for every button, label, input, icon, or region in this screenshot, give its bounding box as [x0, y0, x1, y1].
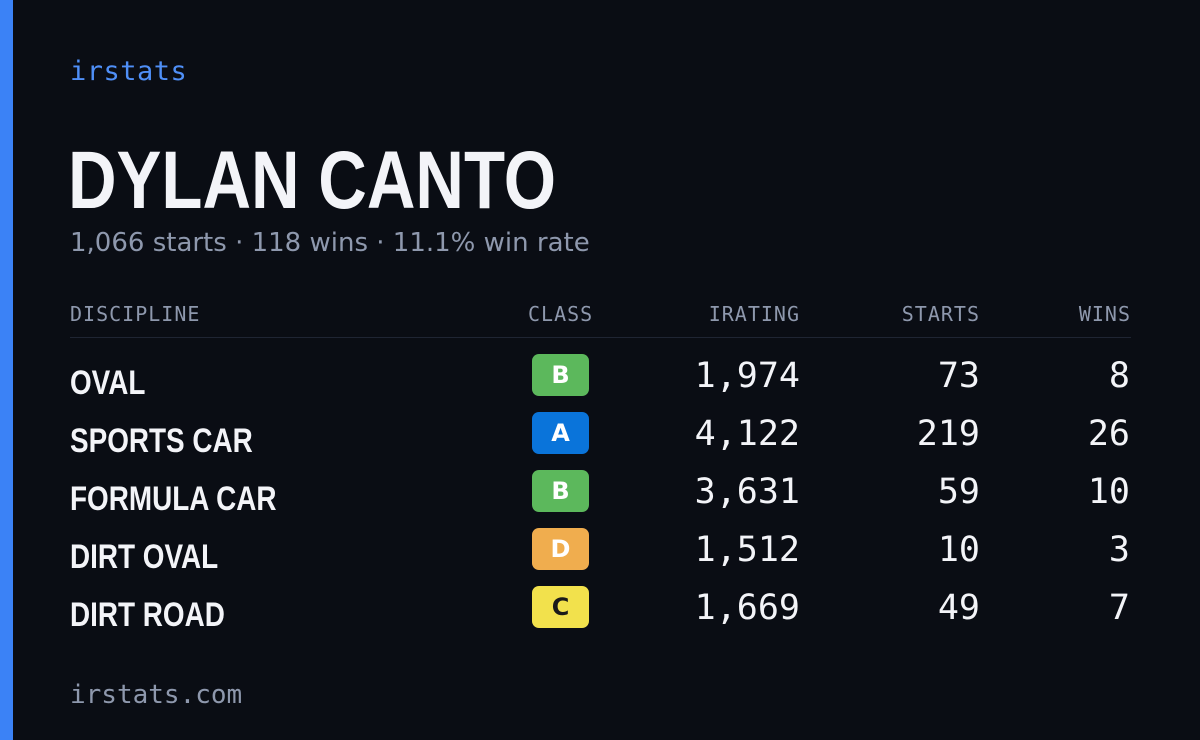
- wins-value: 3: [1108, 530, 1130, 570]
- player-summary: 1,066 starts · 118 wins · 11.1% win rate: [70, 228, 590, 258]
- table-row: OVAL B 1,974 73 8: [70, 352, 1131, 410]
- class-badge: C: [532, 586, 589, 628]
- starts-value: 73: [937, 356, 980, 396]
- table-row: SPORTS CAR A 4,122 219 26: [70, 410, 1131, 468]
- wins-value: 10: [1087, 472, 1130, 512]
- header-irating: IRATING: [708, 302, 800, 326]
- irating-value: 1,512: [694, 530, 800, 570]
- discipline-name: FORMULA CAR: [70, 480, 277, 518]
- discipline-name: OVAL: [70, 364, 146, 402]
- table-row: FORMULA CAR B 3,631 59 10: [70, 468, 1131, 526]
- starts-value: 10: [937, 530, 980, 570]
- table-header: DISCIPLINE CLASS IRATING STARTS WINS: [70, 300, 1131, 338]
- starts-value: 59: [937, 472, 980, 512]
- discipline-name: DIRT ROAD: [70, 596, 225, 634]
- wins-value: 26: [1087, 414, 1130, 454]
- class-badge: D: [532, 528, 589, 570]
- irating-value: 3,631: [694, 472, 800, 512]
- starts-value: 49: [937, 588, 980, 628]
- stats-table-body: OVAL B 1,974 73 8 SPORTS CAR A 4,122 219…: [70, 352, 1131, 642]
- header-wins: WINS: [1078, 302, 1131, 326]
- footer-url: irstats.com: [70, 680, 243, 710]
- header-class: CLASS: [528, 302, 594, 326]
- wins-value: 8: [1108, 356, 1130, 396]
- discipline-name: DIRT OVAL: [70, 538, 219, 576]
- header-starts: STARTS: [901, 302, 980, 326]
- irating-value: 1,974: [694, 356, 800, 396]
- player-name: DYLAN CANTO: [68, 135, 557, 226]
- brand-logo-text: irstats: [70, 56, 188, 87]
- wins-value: 7: [1108, 588, 1130, 628]
- class-badge: A: [532, 412, 589, 454]
- accent-bar: [0, 0, 13, 740]
- table-row: DIRT ROAD C 1,669 49 7: [70, 584, 1131, 642]
- irating-value: 4,122: [694, 414, 800, 454]
- starts-value: 219: [916, 414, 980, 454]
- class-badge: B: [532, 470, 589, 512]
- class-badge: B: [532, 354, 589, 396]
- irating-value: 1,669: [694, 588, 800, 628]
- table-row: DIRT OVAL D 1,512 10 3: [70, 526, 1131, 584]
- discipline-name: SPORTS CAR: [70, 422, 253, 460]
- header-discipline: DISCIPLINE: [70, 302, 201, 326]
